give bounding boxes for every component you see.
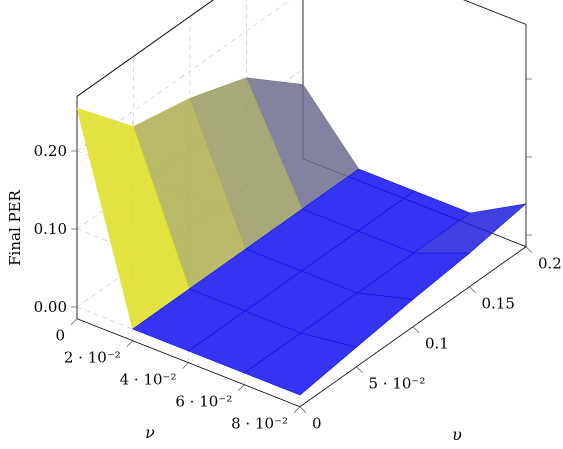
y-tick <box>182 362 189 369</box>
y-axis-label: ν <box>145 423 155 442</box>
y-tick <box>238 384 245 391</box>
x-tick <box>469 286 476 293</box>
y-tick-label: 6 · 10⁻² <box>175 393 232 411</box>
x-tick-label: 0.1 <box>425 335 449 353</box>
box-edge <box>463 0 527 25</box>
surface-layer <box>76 77 527 396</box>
y-tick <box>126 340 133 347</box>
x-axis-label: υ <box>452 425 462 444</box>
surface-face <box>243 332 357 396</box>
x-tick-label: 0 <box>312 415 322 433</box>
x-tick <box>412 326 420 333</box>
y-tick-label: 4 · 10⁻² <box>120 371 177 389</box>
z-tick-label: 0.20 <box>34 142 67 160</box>
z-tick-label: 0.00 <box>34 298 67 316</box>
x-tick <box>525 246 533 253</box>
x-tick-label: 0.15 <box>482 295 515 313</box>
x-tick-label: 0.2 <box>538 255 562 273</box>
y-tick-label: 2 · 10⁻² <box>64 349 121 367</box>
box-edge <box>76 0 214 97</box>
y-tick-label: 0 <box>55 327 65 345</box>
x-tick <box>356 366 363 373</box>
y-tick <box>293 406 301 413</box>
z-tick-label: 0.10 <box>34 220 67 238</box>
x-tick-label: 5 · 10⁻² <box>369 375 426 393</box>
y-tick <box>70 318 78 325</box>
z-axis-label: Final PER <box>6 189 24 265</box>
x-tick <box>299 406 307 413</box>
y-tick-label: 8 · 10⁻² <box>231 415 288 433</box>
